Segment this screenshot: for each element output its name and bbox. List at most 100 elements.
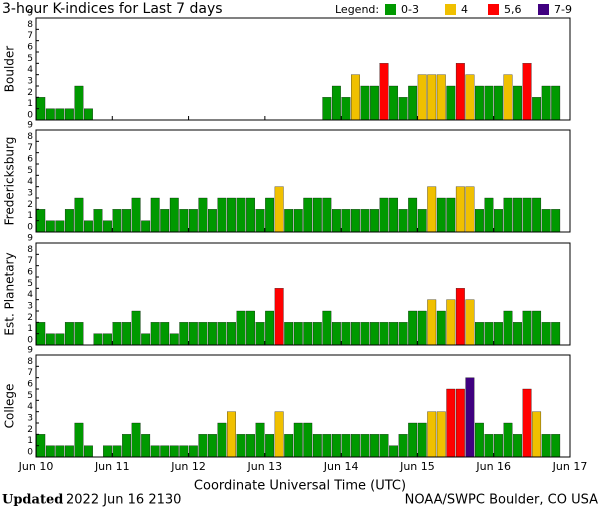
bar: [103, 445, 112, 458]
bar: [408, 310, 418, 346]
bar: [274, 186, 284, 233]
bar: [484, 434, 494, 458]
bar: [513, 434, 522, 458]
legend-label: 0-3: [401, 3, 419, 16]
bar: [217, 322, 227, 346]
bar: [284, 209, 294, 233]
y-tick-label: 6: [27, 268, 33, 278]
y-tick-label: 1: [27, 436, 33, 446]
bar: [84, 445, 93, 458]
bar: [398, 322, 408, 346]
bar: [465, 377, 475, 458]
bar: [255, 322, 265, 346]
updated-time: 2022 Jun 16 2130: [66, 493, 181, 508]
bar: [484, 197, 494, 233]
bar: [179, 322, 189, 346]
bar: [436, 74, 446, 121]
bar: [370, 322, 379, 346]
bar: [188, 445, 198, 458]
bar: [513, 322, 522, 346]
bar: [265, 434, 275, 458]
y-tick-label: 3: [27, 77, 33, 87]
bar: [503, 422, 513, 458]
plot-frame: [35, 17, 571, 121]
bar: [474, 422, 484, 458]
bar: [45, 220, 55, 233]
bar: [532, 310, 542, 346]
bar: [236, 310, 246, 346]
bar: [293, 209, 303, 233]
bar: [398, 209, 408, 233]
y-tick-label: 3: [27, 302, 33, 312]
bar: [312, 434, 322, 458]
x-axis-label: Coordinate Universal Time (UTC): [194, 479, 406, 494]
bar: [246, 434, 255, 458]
bar: [64, 108, 74, 121]
bar: [141, 220, 151, 233]
y-tick-label: 4: [27, 290, 33, 300]
bar: [532, 197, 542, 233]
bar: [541, 85, 551, 121]
bar: [360, 434, 370, 458]
bar: [246, 310, 255, 346]
y-tick-label: 2: [27, 425, 33, 435]
bar: [389, 85, 399, 121]
y-tick-label: 5: [27, 54, 33, 64]
y-tick-label: 2: [27, 88, 33, 98]
bar: [331, 209, 341, 233]
bar: [198, 434, 208, 458]
bar: [236, 434, 246, 458]
bar: [255, 422, 265, 458]
y-tick-label: 1: [27, 99, 33, 109]
bar: [150, 197, 160, 233]
bar: [265, 197, 275, 233]
bar: [122, 209, 132, 233]
y-tick-label: 0: [27, 111, 33, 121]
bar: [274, 288, 284, 346]
bar: [55, 108, 65, 121]
y-axis-label: Boulder: [3, 46, 17, 93]
bar: [513, 197, 522, 233]
bar: [93, 209, 103, 233]
bar: [341, 97, 351, 121]
updated-label: Updated: [2, 493, 63, 508]
bar: [312, 197, 322, 233]
legend-label: 4: [461, 3, 468, 16]
y-tick-label: 0: [27, 223, 33, 233]
bar: [360, 85, 370, 121]
x-tick-label: Jun 10: [18, 460, 54, 473]
bar: [398, 434, 408, 458]
bar: [484, 85, 494, 121]
bar: [207, 434, 217, 458]
y-tick-label: 7: [27, 143, 33, 153]
y-tick-label: 9: [27, 121, 33, 131]
y-tick-label: 0: [27, 336, 33, 346]
bar: [522, 63, 532, 121]
y-tick-label: 7: [27, 368, 33, 378]
y-tick-label: 4: [27, 402, 33, 412]
bar: [351, 74, 360, 121]
bar: [455, 288, 465, 346]
bar: [284, 322, 294, 346]
y-tick-label: 2: [27, 313, 33, 323]
bar: [322, 434, 332, 458]
y-tick-label: 1: [27, 324, 33, 334]
bar: [64, 445, 74, 458]
bar: [513, 85, 522, 121]
x-tick-label: Jun 14: [323, 460, 359, 473]
bar: [474, 322, 484, 346]
bar: [131, 422, 141, 458]
bar: [112, 445, 122, 458]
bar: [198, 197, 208, 233]
bar: [293, 422, 303, 458]
bar: [522, 388, 532, 458]
bar: [417, 310, 427, 346]
bar: [322, 310, 332, 346]
y-tick-label: 3: [27, 189, 33, 199]
bar: [494, 85, 503, 121]
y-tick-label: 7: [27, 256, 33, 266]
bar: [341, 209, 351, 233]
bar: [379, 197, 389, 233]
bar: [246, 197, 255, 233]
bar: [436, 197, 446, 233]
